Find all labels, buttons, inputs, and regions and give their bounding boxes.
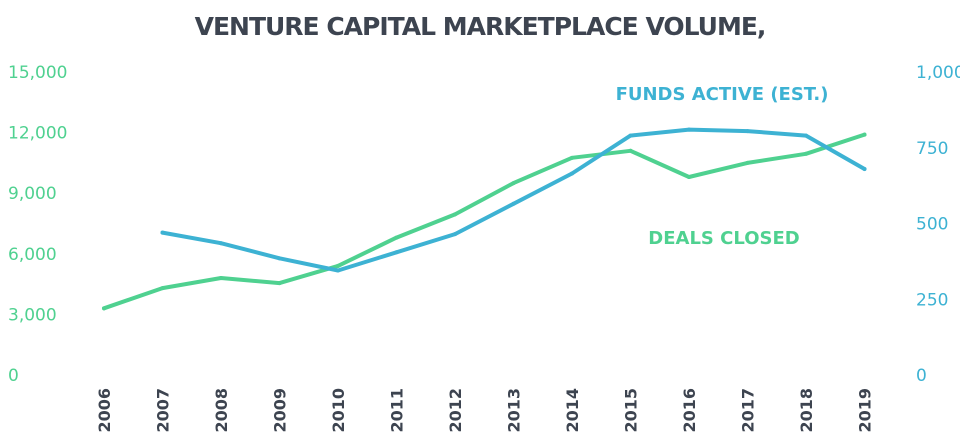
series-line-funds-active-est: [160, 127, 867, 273]
right-axis-ticks: 0 250 500 750 1,000: [916, 63, 960, 386]
left-axis-tick-label: 12,000: [8, 124, 67, 144]
series-lines: [102, 127, 867, 311]
x-axis-tick-label: 2019: [856, 388, 875, 433]
data-point: [687, 175, 691, 180]
data-point: [453, 212, 457, 217]
data-point: [277, 281, 282, 286]
data-point: [219, 241, 223, 246]
data-point: [102, 306, 106, 311]
x-axis-tick-label: 2007: [154, 388, 173, 433]
right-axis-tick-label: 0: [916, 366, 927, 386]
x-axis-tick-label: 2006: [95, 388, 114, 433]
data-point: [160, 230, 165, 235]
left-axis-tick-label: 6,000: [8, 245, 57, 265]
x-axis-tick-label: 2015: [622, 388, 641, 433]
data-point: [336, 263, 340, 268]
left-axis-tick-label: 3,000: [8, 305, 57, 325]
left-axis-tick-label: 9,000: [8, 184, 57, 204]
data-point: [804, 133, 808, 138]
data-point: [453, 232, 457, 237]
x-axis-tick-label: 2018: [797, 388, 816, 433]
x-axis-tick-label: 2013: [505, 388, 524, 433]
data-point: [511, 181, 516, 186]
x-axis-tick-label: 2009: [271, 388, 290, 433]
data-point: [160, 286, 165, 291]
data-point: [277, 256, 282, 261]
left-axis-tick-label: 0: [8, 366, 19, 386]
data-point: [570, 155, 574, 160]
data-point: [336, 268, 340, 273]
x-axis-tick-label: 2014: [563, 388, 582, 433]
series-line-deals-closed: [102, 132, 867, 311]
data-point: [628, 148, 633, 153]
x-axis-tick-label: 2008: [212, 388, 231, 433]
left-axis-ticks: 0 3,000 6,000 9,000 12,000 15,000: [8, 63, 67, 386]
x-axis-tick-label: 2017: [739, 388, 758, 433]
data-point: [804, 151, 808, 156]
x-axis-tick-label: 2010: [329, 388, 348, 433]
series-label-funds-active: FUNDS ACTIVE (EST.): [616, 84, 829, 105]
left-axis-tick-label: 15,000: [8, 63, 67, 83]
data-point: [394, 250, 399, 255]
data-point: [394, 235, 399, 240]
data-point: [628, 133, 633, 138]
right-axis-tick-label: 750: [916, 139, 948, 159]
data-point: [687, 127, 691, 132]
right-axis-tick-label: 250: [916, 290, 948, 310]
series-label-deals-closed: DEALS CLOSED: [648, 228, 799, 249]
right-axis-tick-label: 1,000: [916, 63, 960, 83]
x-axis-tick-label: 2016: [680, 388, 699, 433]
data-point: [570, 171, 574, 176]
chart-title: VENTURE CAPITAL MARKETPLACE VOLUME,: [194, 12, 767, 41]
x-axis-tick-label: 2011: [388, 388, 407, 433]
data-point: [219, 276, 223, 281]
right-axis-tick-label: 500: [916, 215, 948, 235]
data-point: [862, 166, 867, 171]
data-point: [745, 160, 750, 165]
data-point: [511, 201, 516, 206]
x-axis-tick-label: 2012: [446, 388, 465, 433]
data-point: [745, 129, 750, 134]
x-axis-ticks: 2006 2007 2008 2009 2010 2011 2012 2013 2014 2015…: [95, 388, 875, 433]
data-point: [862, 132, 867, 137]
